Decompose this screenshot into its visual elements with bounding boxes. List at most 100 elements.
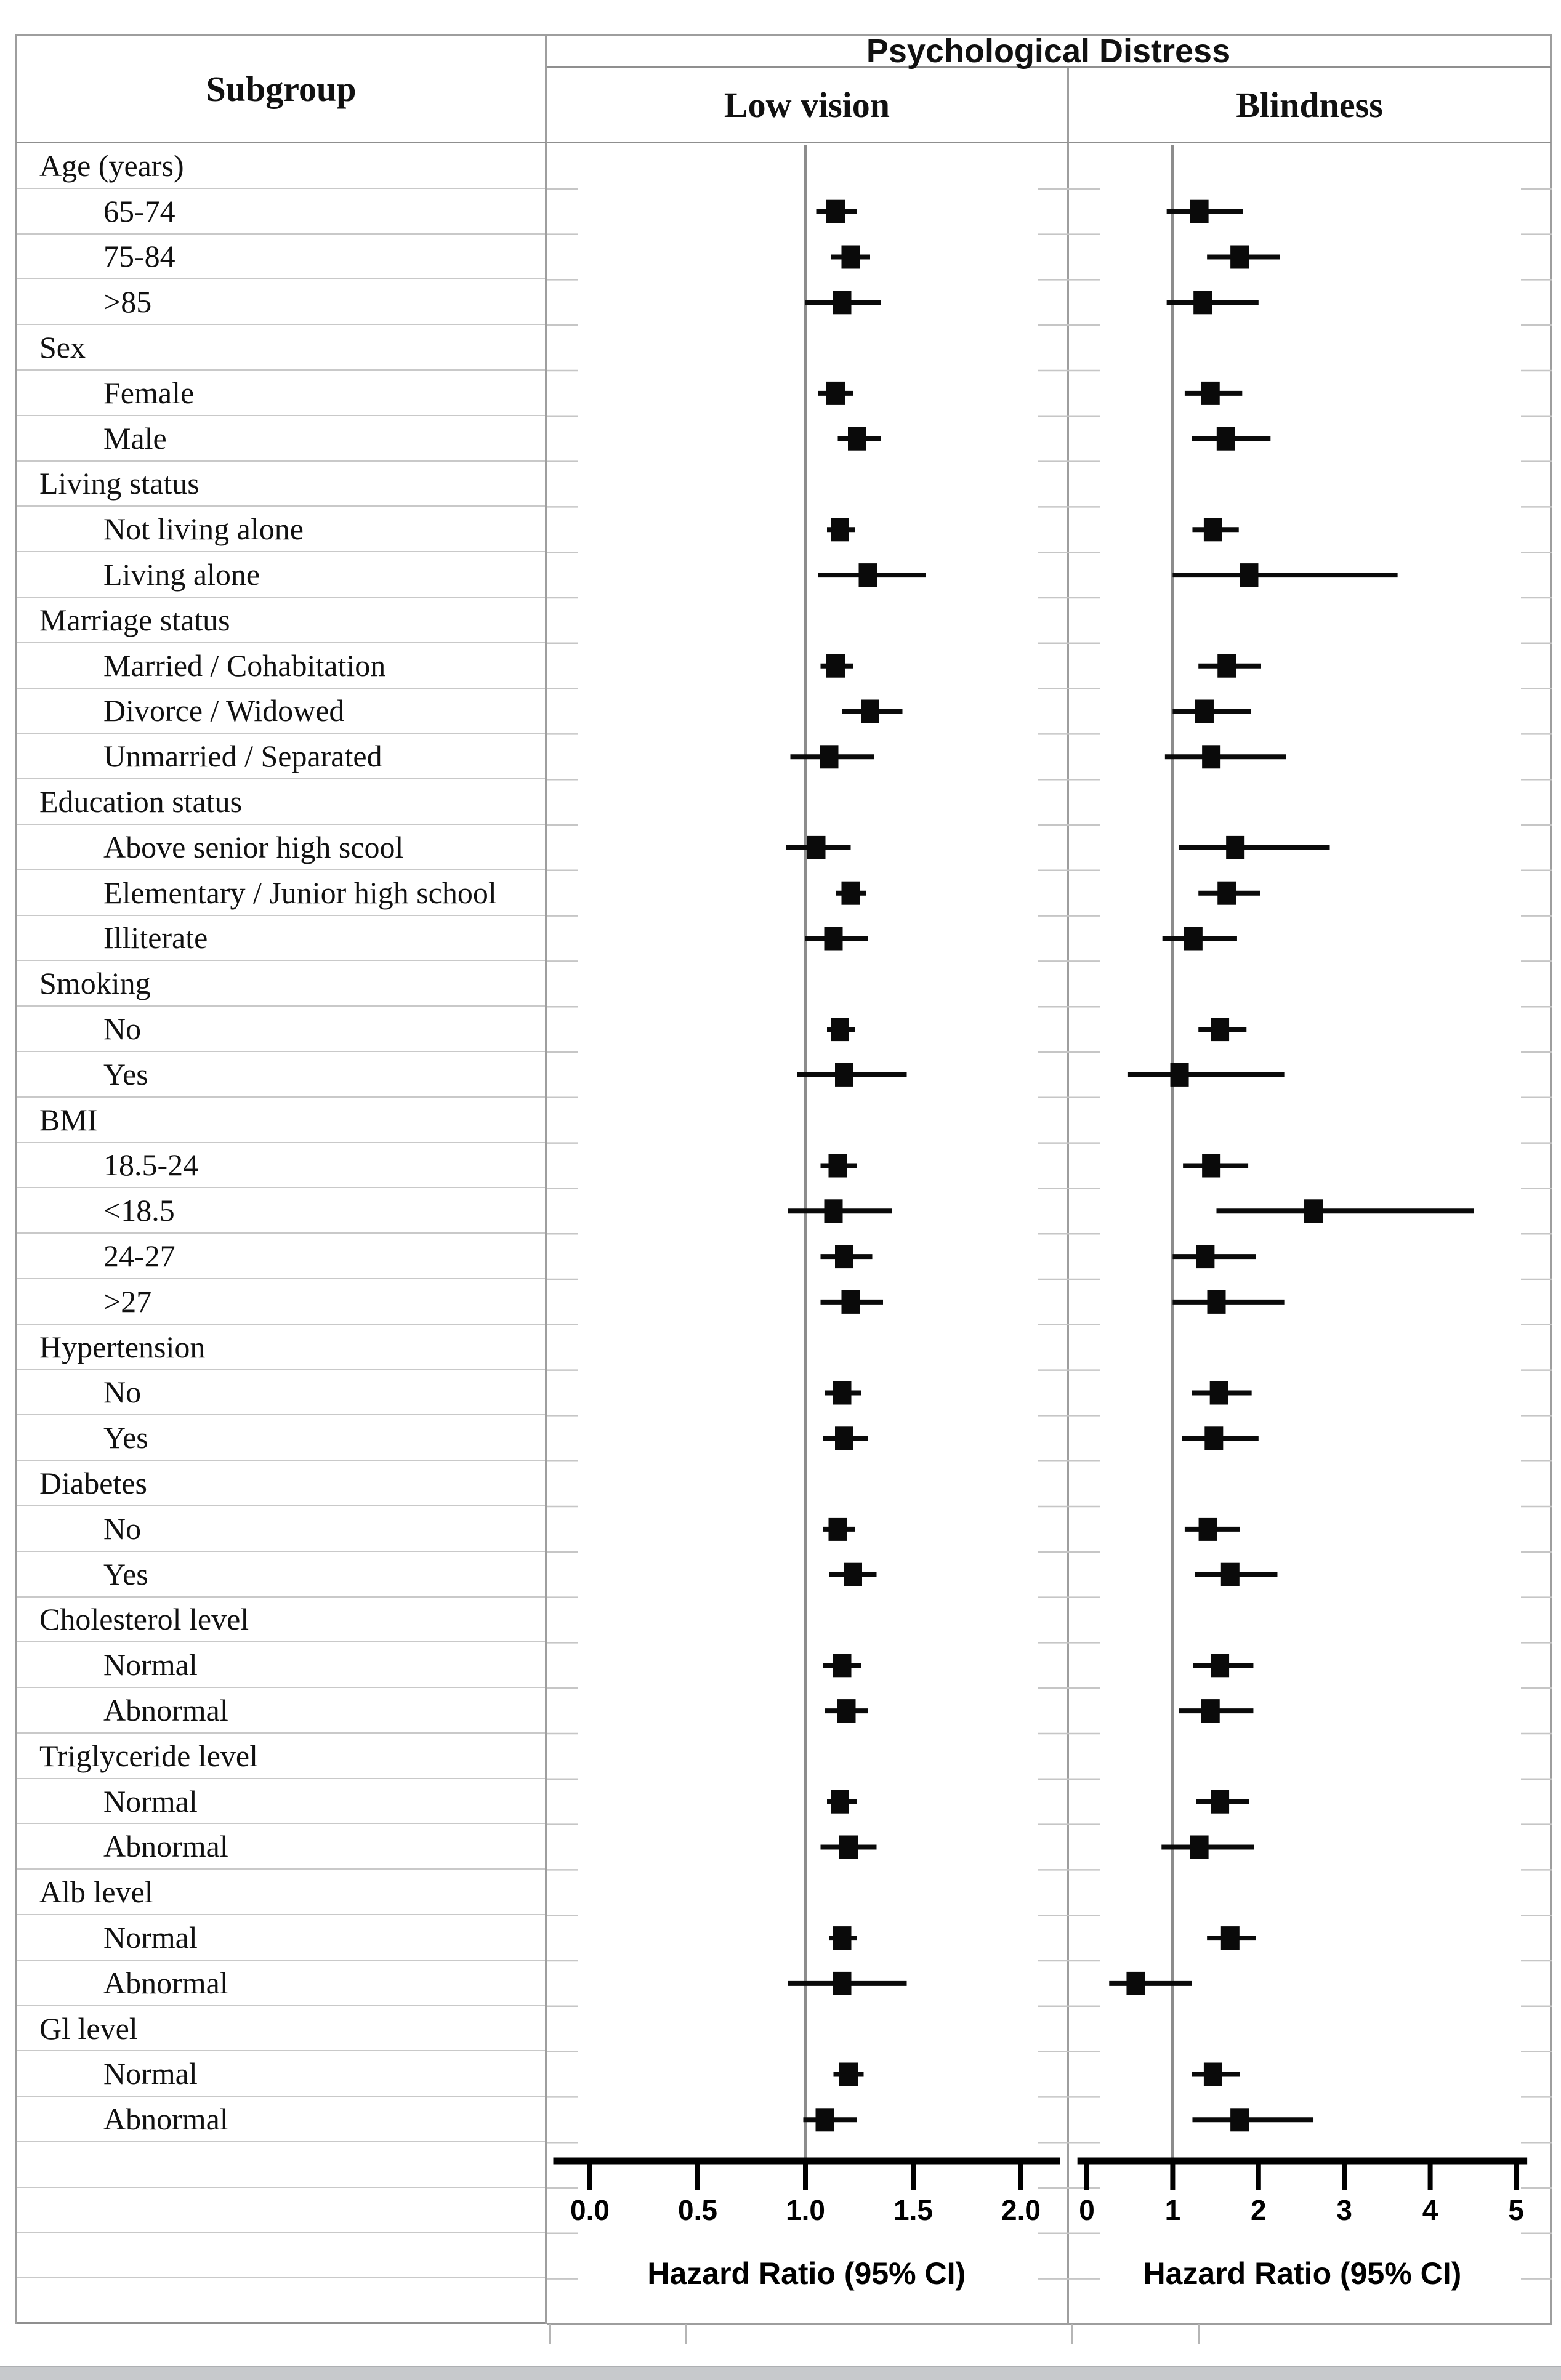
forest-marker-lv bbox=[831, 245, 870, 269]
forest-marker-lv bbox=[823, 1517, 855, 1541]
subgroup-row-label: Yes bbox=[103, 1420, 148, 1455]
forest-marker-bl bbox=[1192, 2108, 1314, 2132]
axis-tick-label: 3 bbox=[1336, 2194, 1352, 2226]
subgroup-category-row: BMI bbox=[17, 1098, 545, 1143]
axis-xlabel: Hazard Ratio (95% CI) bbox=[1144, 2256, 1462, 2291]
subgroup-category-row: Living status bbox=[17, 462, 545, 507]
subgroup-item-row: Illiterate bbox=[17, 916, 545, 962]
panel-header-low-vision: Low vision bbox=[547, 68, 1069, 143]
forest-marker-lv bbox=[827, 518, 855, 542]
forest-marker-lv bbox=[825, 1699, 868, 1723]
subgroup-row-label: Triglyceride level bbox=[39, 1738, 259, 1773]
forest-marker-lv bbox=[825, 1381, 861, 1405]
subgroup-row-label: No bbox=[103, 1011, 142, 1047]
subgroup-item-row: No bbox=[17, 1506, 545, 1552]
axis-tick-label: 1.5 bbox=[893, 2194, 933, 2226]
subgroup-row-label: Abnormal bbox=[103, 1829, 228, 1864]
forest-marker-lv bbox=[803, 2108, 857, 2132]
subgroup-item-row: Yes bbox=[17, 1552, 545, 1598]
subgroup-item-row: Abnormal bbox=[17, 2097, 545, 2143]
subgroup-item-row: 65-74 bbox=[17, 189, 545, 235]
subgroup-row-label: 24-27 bbox=[103, 1239, 175, 1274]
forest-marker-lv bbox=[829, 1562, 877, 1586]
subgroup-row-label: Not living alone bbox=[103, 512, 304, 547]
subgroup-row-label: >27 bbox=[103, 1284, 152, 1319]
subgroup-category-row: Education status bbox=[17, 779, 545, 825]
subgroup-item-row: Living alone bbox=[17, 552, 545, 598]
subgroup-item-row: 75-84 bbox=[17, 235, 545, 280]
subgroup-item-row: 24-27 bbox=[17, 1234, 545, 1279]
axis-tick-label: 5 bbox=[1508, 2194, 1524, 2226]
subgroup-row-label: >85 bbox=[103, 284, 152, 320]
subgroup-row-label: Normal bbox=[103, 1783, 198, 1819]
subgroup-row-label: Abnormal bbox=[103, 2102, 228, 2137]
forest-marker-bl bbox=[1216, 1199, 1474, 1223]
subgroup-item-row: No bbox=[17, 1370, 545, 1416]
forest-panel-low-vision: 0.0 0.5 1.0 1.5 2.0 Hazard Ratio (95% CI) bbox=[547, 0, 1069, 2380]
axis-tick-label: 4 bbox=[1422, 2194, 1438, 2226]
empty-row bbox=[17, 2278, 545, 2325]
forest-marker-lv bbox=[788, 1199, 892, 1223]
subgroup-row-label: Abnormal bbox=[103, 1965, 228, 2000]
axis-tick-label: 2 bbox=[1251, 2194, 1267, 2226]
forest-marker-bl bbox=[1184, 381, 1243, 405]
subgroup-category-row: Smoking bbox=[17, 961, 545, 1007]
forest-marker-bl bbox=[1166, 291, 1259, 315]
axis-xlabel: Hazard Ratio (95% CI) bbox=[647, 2256, 966, 2291]
subgroup-row-label: Married / Cohabitation bbox=[103, 648, 386, 683]
subgroup-header-label: Subgroup bbox=[206, 68, 357, 109]
subgroup-item-row: >27 bbox=[17, 1279, 545, 1325]
subgroup-row-label: Yes bbox=[103, 1556, 148, 1591]
forest-marker-lv bbox=[820, 1290, 883, 1314]
subgroup-row-label: 75-84 bbox=[103, 239, 175, 274]
forest-marker-lv bbox=[836, 881, 866, 905]
subgroup-item-row: Normal bbox=[17, 2051, 545, 2097]
forest-marker-lv bbox=[827, 1018, 855, 1042]
forest-marker-bl bbox=[1127, 1063, 1285, 1087]
subgroup-row-label: Cholesterol level bbox=[39, 1602, 249, 1637]
axis-tick-label: 1.0 bbox=[786, 2194, 825, 2226]
forest-marker-bl bbox=[1192, 518, 1239, 542]
subgroup-category-row: Sex bbox=[17, 325, 545, 371]
subgroup-row-label: Normal bbox=[103, 1647, 198, 1682]
subgroup-item-row: Yes bbox=[17, 1052, 545, 1098]
forest-marker-bl bbox=[1179, 1699, 1254, 1723]
subgroup-row-label: Education status bbox=[39, 784, 243, 819]
forest-marker-lv bbox=[786, 835, 851, 859]
forest-marker-bl bbox=[1183, 1154, 1249, 1178]
subgroup-category-row: Cholesterol level bbox=[17, 1598, 545, 1643]
subgroup-category-row: Diabetes bbox=[17, 1461, 545, 1506]
subgroup-row-label: Marriage status bbox=[39, 602, 230, 637]
subgroup-row-label: Hypertension bbox=[39, 1329, 206, 1364]
subgroup-row-label: Male bbox=[103, 420, 167, 456]
figure-title-cell: Psychological Distress bbox=[547, 33, 1552, 70]
forest-marker-lv bbox=[833, 2062, 864, 2086]
subgroup-item-row: Normal bbox=[17, 1779, 545, 1825]
forest-marker-lv bbox=[790, 745, 874, 769]
forest-marker-bl bbox=[1172, 699, 1251, 723]
subgroup-item-row: Male bbox=[17, 416, 545, 462]
forest-marker-lv bbox=[837, 427, 881, 451]
panel-header-low-vision-label: Low vision bbox=[724, 85, 890, 125]
subgroup-item-row: >85 bbox=[17, 279, 545, 326]
subgroup-row-label: Yes bbox=[103, 1056, 148, 1092]
forest-marker-bl bbox=[1193, 1654, 1254, 1678]
subgroup-item-row: Yes bbox=[17, 1415, 545, 1461]
subgroup-row-label: Elementary / Junior high school bbox=[103, 875, 497, 910]
forest-marker-bl bbox=[1195, 1562, 1278, 1586]
subgroup-item-row: Normal bbox=[17, 1642, 545, 1689]
figure-title: Psychological Distress bbox=[866, 33, 1231, 70]
subgroup-row-label: Living alone bbox=[103, 557, 260, 592]
subgroup-category-row: Gl level bbox=[17, 2006, 545, 2052]
forest-marker-bl bbox=[1198, 1018, 1247, 1042]
empty-row bbox=[17, 2142, 545, 2188]
forest-marker-bl bbox=[1182, 1426, 1259, 1450]
forest-marker-lv bbox=[829, 1926, 857, 1950]
empty-row bbox=[17, 2188, 545, 2233]
forest-marker-bl bbox=[1161, 1835, 1254, 1859]
subgroup-category-row: Triglyceride level bbox=[17, 1734, 545, 1779]
subgroup-row-label: Sex bbox=[39, 330, 86, 365]
subgroup-row-label: Female bbox=[103, 375, 195, 410]
subgroup-row-label: No bbox=[103, 1375, 142, 1410]
